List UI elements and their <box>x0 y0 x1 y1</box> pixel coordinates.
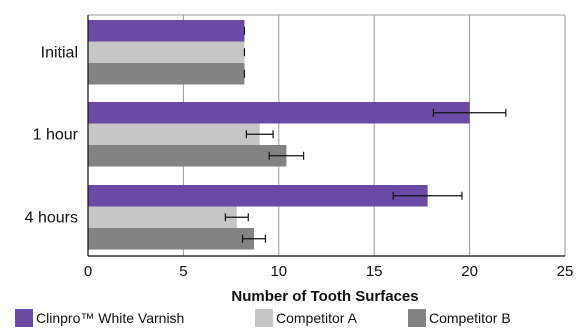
legend-label: Competitor B <box>429 310 511 326</box>
bar <box>88 102 470 124</box>
legend: Clinpro™ White Varnish Competitor A Compet… <box>15 309 511 327</box>
x-axis-title: Number of Tooth Surfaces <box>231 288 418 305</box>
bar <box>88 20 245 42</box>
legend-swatch <box>255 309 273 327</box>
legend-swatch <box>15 309 33 327</box>
axis-labels: 0 5 10 15 20 25 Initial 1 hour 4 hours <box>25 44 574 280</box>
bar <box>88 123 260 145</box>
y-category-label: 4 hours <box>25 209 78 226</box>
legend-label: Clinpro™ White Varnish <box>36 310 184 326</box>
bar <box>88 145 287 167</box>
x-tick-label: 15 <box>366 263 383 280</box>
bar <box>88 63 245 85</box>
x-tick-label: 20 <box>461 263 478 280</box>
y-category-label: 1 hour <box>33 126 79 143</box>
legend-swatch <box>408 309 426 327</box>
y-category-label: Initial <box>41 44 78 61</box>
x-tick-label: 25 <box>557 263 574 280</box>
legend-item: Competitor B <box>408 309 511 327</box>
bar <box>88 206 237 228</box>
bar <box>88 228 254 250</box>
x-tick-label: 10 <box>270 263 287 280</box>
bars <box>88 20 470 250</box>
bar <box>88 41 245 63</box>
axes <box>87 14 565 257</box>
error-bars <box>224 26 507 243</box>
legend-label: Competitor A <box>276 310 358 326</box>
x-tick-label: 5 <box>179 263 187 280</box>
legend-item: Clinpro™ White Varnish <box>15 309 184 327</box>
legend-item: Competitor A <box>255 309 358 327</box>
x-tick-label: 0 <box>84 263 92 280</box>
bar <box>88 185 428 207</box>
